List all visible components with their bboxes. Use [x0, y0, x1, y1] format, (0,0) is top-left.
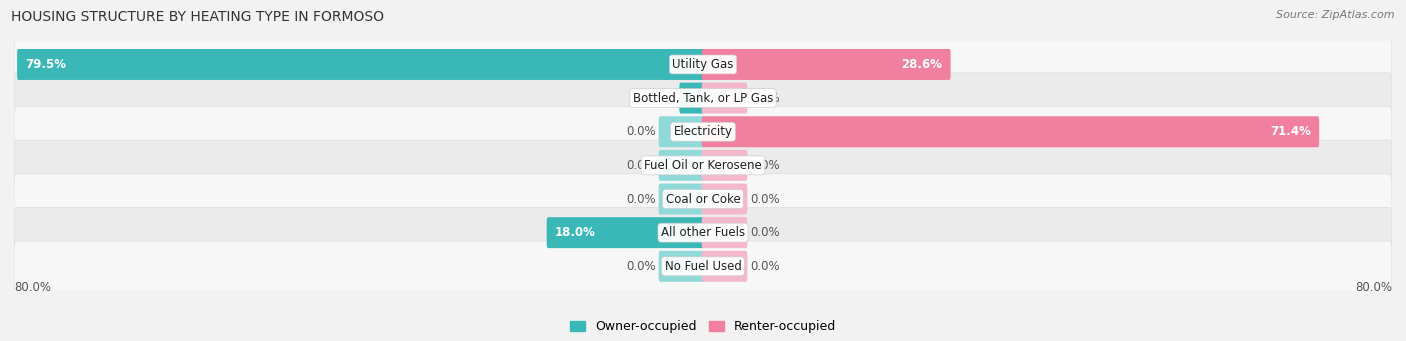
FancyBboxPatch shape	[14, 140, 1392, 191]
FancyBboxPatch shape	[658, 116, 704, 147]
Text: 0.0%: 0.0%	[751, 193, 780, 206]
Text: No Fuel Used: No Fuel Used	[665, 260, 741, 273]
Text: 2.6%: 2.6%	[688, 92, 720, 105]
Text: 0.0%: 0.0%	[751, 260, 780, 273]
FancyBboxPatch shape	[547, 217, 704, 248]
Text: 0.0%: 0.0%	[626, 193, 655, 206]
Text: 18.0%: 18.0%	[555, 226, 596, 239]
FancyBboxPatch shape	[702, 217, 748, 248]
Text: 0.0%: 0.0%	[626, 260, 655, 273]
FancyBboxPatch shape	[14, 73, 1392, 123]
Text: 0.0%: 0.0%	[626, 159, 655, 172]
FancyBboxPatch shape	[658, 251, 704, 282]
Text: 80.0%: 80.0%	[1355, 281, 1392, 294]
FancyBboxPatch shape	[702, 251, 748, 282]
Text: 80.0%: 80.0%	[14, 281, 51, 294]
FancyBboxPatch shape	[658, 183, 704, 214]
Text: Coal or Coke: Coal or Coke	[665, 193, 741, 206]
Text: 71.4%: 71.4%	[1270, 125, 1310, 138]
Text: 0.0%: 0.0%	[751, 226, 780, 239]
Text: Fuel Oil or Kerosene: Fuel Oil or Kerosene	[644, 159, 762, 172]
FancyBboxPatch shape	[17, 49, 704, 80]
Text: All other Fuels: All other Fuels	[661, 226, 745, 239]
Text: 79.5%: 79.5%	[25, 58, 66, 71]
FancyBboxPatch shape	[14, 174, 1392, 224]
FancyBboxPatch shape	[702, 83, 748, 114]
FancyBboxPatch shape	[702, 150, 748, 181]
Text: 0.0%: 0.0%	[626, 125, 655, 138]
Text: 0.0%: 0.0%	[751, 92, 780, 105]
Text: Utility Gas: Utility Gas	[672, 58, 734, 71]
FancyBboxPatch shape	[658, 150, 704, 181]
FancyBboxPatch shape	[14, 106, 1392, 157]
Text: Bottled, Tank, or LP Gas: Bottled, Tank, or LP Gas	[633, 92, 773, 105]
Text: Electricity: Electricity	[673, 125, 733, 138]
Text: Source: ZipAtlas.com: Source: ZipAtlas.com	[1277, 10, 1395, 20]
FancyBboxPatch shape	[14, 241, 1392, 292]
FancyBboxPatch shape	[679, 83, 704, 114]
Text: HOUSING STRUCTURE BY HEATING TYPE IN FORMOSO: HOUSING STRUCTURE BY HEATING TYPE IN FOR…	[11, 10, 384, 24]
Text: 0.0%: 0.0%	[751, 159, 780, 172]
FancyBboxPatch shape	[702, 116, 1319, 147]
Legend: Owner-occupied, Renter-occupied: Owner-occupied, Renter-occupied	[565, 315, 841, 338]
FancyBboxPatch shape	[14, 207, 1392, 258]
FancyBboxPatch shape	[702, 49, 950, 80]
FancyBboxPatch shape	[702, 183, 748, 214]
Text: 28.6%: 28.6%	[901, 58, 942, 71]
FancyBboxPatch shape	[14, 39, 1392, 90]
